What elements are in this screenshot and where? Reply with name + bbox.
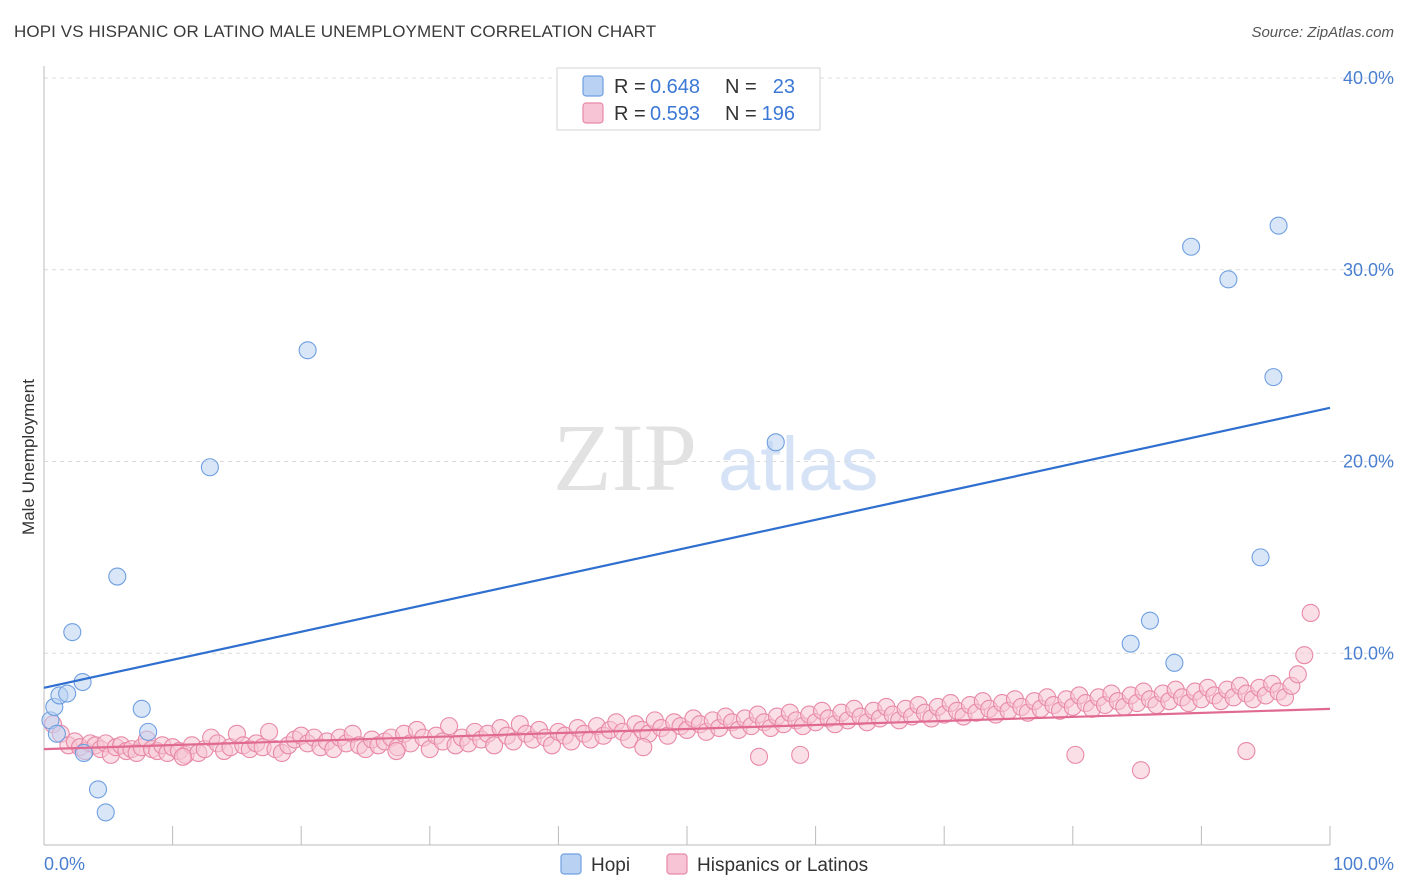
- hopi-point: [1269, 216, 1288, 235]
- hopi-point: [200, 458, 219, 477]
- hopi-point: [63, 623, 82, 642]
- hispanic-point: [1301, 603, 1320, 623]
- hopi-point: [766, 433, 785, 452]
- hispanic-points: [43, 603, 1320, 780]
- legend-box: R = 0.648 N = 23 R = 0.593 N = 196: [556, 67, 821, 131]
- watermark: ZIP atlas: [553, 404, 879, 511]
- y-tick-label: 40.0%: [1343, 68, 1394, 88]
- bottom-legend: Hopi Hispanics or Latinos: [560, 853, 868, 876]
- hopi-point: [108, 567, 127, 586]
- bottom-legend-swatch-hopi: [560, 853, 582, 875]
- hopi-point: [1165, 653, 1184, 672]
- x-tick-label-max: 100.0%: [1333, 854, 1394, 874]
- hopi-point: [1121, 634, 1140, 653]
- hispanic-point: [485, 736, 504, 755]
- bottom-legend-swatch-hispanic: [666, 853, 688, 875]
- hispanic-point: [1237, 741, 1256, 761]
- hopi-point: [298, 341, 317, 360]
- hispanic-point: [1288, 665, 1307, 684]
- legend-r-label-hopi: R =: [614, 76, 646, 98]
- hispanic-point: [259, 722, 279, 741]
- legend-swatch-hispanic: [582, 102, 604, 124]
- gridlines: [44, 77, 1392, 654]
- hopi-point: [132, 699, 151, 718]
- legend-r-value-hispanic: 0.593: [650, 103, 700, 125]
- hispanic-point: [791, 745, 810, 764]
- bottom-legend-label-hopi: Hopi: [591, 855, 630, 876]
- legend-r-value-hopi: 0.648: [650, 76, 700, 98]
- legend-n-label-hispanic: N =: [725, 103, 757, 125]
- bottom-legend-label-hispanic: Hispanics or Latinos: [697, 855, 868, 876]
- hopi-trend-line: [43, 406, 1331, 689]
- legend-n-value-hispanic: 196: [762, 103, 795, 125]
- hopi-point: [47, 724, 66, 743]
- hopi-point: [1182, 237, 1201, 256]
- hopi-point: [73, 672, 92, 692]
- y-tick-label: 20.0%: [1343, 452, 1394, 472]
- hopi-point: [96, 803, 115, 822]
- legend-r-label-hispanic: R =: [614, 103, 646, 125]
- hopi-point: [88, 780, 108, 799]
- legend-n-value-hopi: 23: [773, 76, 795, 98]
- legend-n-label-hopi: N =: [725, 76, 757, 98]
- hispanic-point: [173, 747, 192, 766]
- watermark-atlas: atlas: [718, 422, 879, 507]
- hopi-point: [1219, 270, 1238, 289]
- y-axis-label: Male Unemployment: [19, 379, 38, 535]
- hispanic-point: [634, 738, 653, 757]
- chart-source: Source: ZipAtlas.com: [1251, 24, 1394, 41]
- hopi-point: [58, 684, 77, 703]
- hispanic-point: [440, 717, 459, 736]
- y-tick-label: 10.0%: [1343, 643, 1394, 663]
- hopi-point: [1264, 368, 1283, 387]
- hopi-point: [1251, 548, 1270, 567]
- x-tick-label-min: 0.0%: [44, 854, 85, 874]
- legend-swatch-hopi: [582, 75, 604, 97]
- y-tick-label: 30.0%: [1343, 260, 1394, 280]
- y-tick-labels: 10.0% 20.0% 30.0% 40.0%: [1343, 68, 1394, 663]
- trend-lines: [43, 406, 1331, 751]
- watermark-zip: ZIP: [553, 404, 697, 511]
- hispanic-trend-line: [43, 707, 1331, 751]
- hopi-points: [41, 216, 1288, 822]
- hopi-point: [139, 722, 158, 741]
- chart-title: HOPI VS HISPANIC OR LATINO MALE UNEMPLOY…: [14, 22, 657, 41]
- hispanic-point: [387, 741, 406, 761]
- hispanic-point: [1295, 646, 1314, 665]
- hispanic-point: [1066, 745, 1085, 764]
- hispanic-point: [1131, 761, 1151, 780]
- hopi-point: [1140, 611, 1160, 630]
- hispanic-point: [749, 747, 769, 766]
